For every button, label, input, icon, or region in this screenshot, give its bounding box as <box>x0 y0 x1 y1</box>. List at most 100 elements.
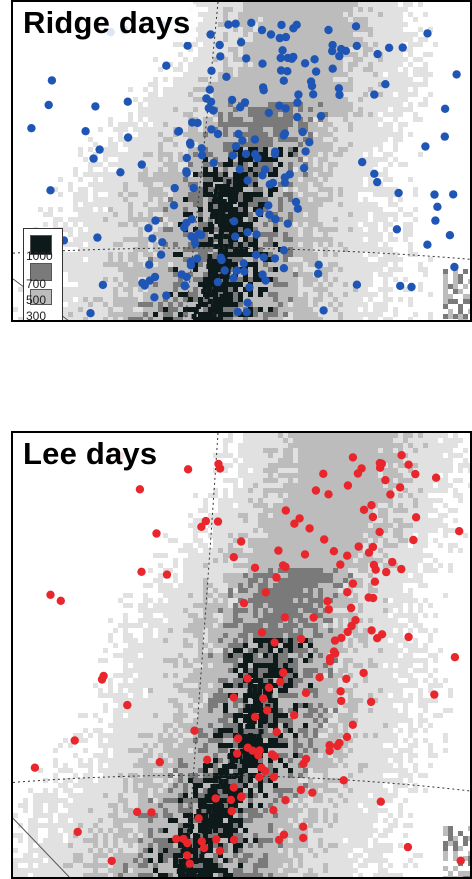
lee-station-dot <box>201 516 210 526</box>
lee-days-map <box>13 433 470 877</box>
lee-station-dot <box>325 746 334 756</box>
ridge-station-dot <box>351 22 361 31</box>
lee-station-dot <box>290 519 299 528</box>
ridge-station-dot <box>452 70 461 79</box>
lee-station-dot <box>335 738 344 748</box>
ridge-station-dot <box>205 85 214 94</box>
lee-frame-arc <box>13 817 70 877</box>
ridge-station-dot <box>265 210 274 219</box>
ridge-station-dot <box>180 282 190 291</box>
lee-station-dot <box>368 512 378 522</box>
ridge-station-dot <box>370 169 379 178</box>
ridge-station-dot <box>450 262 459 272</box>
ridge-station-dot <box>44 100 53 110</box>
lee-station-dot <box>369 560 379 570</box>
ridge-station-dot <box>328 64 337 73</box>
ridge-station-dot <box>247 18 256 27</box>
lee-station-dot <box>99 671 108 681</box>
lee-station-dot <box>237 792 246 801</box>
ridge-station-dot <box>313 269 323 278</box>
lee-station-dot <box>270 638 279 647</box>
ridge-station-dot <box>335 90 344 100</box>
lee-station-dot <box>431 473 441 482</box>
ridge-station-dot <box>305 138 314 147</box>
lee-station-dot <box>354 542 363 551</box>
lee-station-dot <box>404 632 413 642</box>
ridge-station-dot <box>279 246 289 255</box>
ridge-station-dot <box>281 32 291 42</box>
lee-station-dot <box>336 560 345 569</box>
ridge-station-dot <box>407 282 416 292</box>
ridge-station-dot <box>275 101 284 110</box>
ridge-station-dot <box>334 84 344 93</box>
ridge-station-dot <box>293 204 303 213</box>
lee-station-dot <box>107 856 116 866</box>
legend-swatch-700 <box>30 263 52 281</box>
lee-station-dot <box>386 490 395 499</box>
lee-station-dot <box>248 746 257 755</box>
ridge-station-dot <box>392 225 402 234</box>
lee-station-dot <box>397 564 406 574</box>
ridge-station-dot <box>202 94 211 103</box>
ridge-station-dot <box>266 30 276 39</box>
ridge-station-dot <box>370 90 379 99</box>
ridge-station-dot <box>258 171 267 180</box>
ridge-station-dot <box>220 266 229 275</box>
ridge-station-dot <box>137 160 146 169</box>
lee-station-dot <box>343 627 352 637</box>
ridge-station-dot <box>182 153 191 163</box>
ridge-station-dot <box>213 129 223 139</box>
ridge-station-dot <box>150 272 160 282</box>
ridge-station-dot <box>279 76 288 85</box>
ridge-station-dot <box>232 266 241 275</box>
lee-station-dot <box>281 562 290 572</box>
ridge-station-dot <box>259 86 268 95</box>
ridge-station-dot <box>138 278 147 288</box>
ridge-station-dot <box>156 250 166 259</box>
ridge-station-dot <box>440 104 450 114</box>
ridge-station-dot <box>236 103 245 112</box>
legend-label-700: 700 <box>26 277 47 291</box>
ridge-station-dot <box>311 67 321 76</box>
ridge-station-dot <box>314 260 323 269</box>
ridge-station-dot <box>231 19 240 28</box>
ridge-station-dot <box>252 230 261 239</box>
lee-station-dot <box>346 603 356 613</box>
lee-station-dot <box>342 674 351 683</box>
lee-station-dot <box>70 736 79 745</box>
ridge-station-dot <box>91 102 100 111</box>
lee-station-dot <box>300 550 310 559</box>
ridge-station-dot <box>224 20 233 29</box>
ridge-station-dot <box>215 40 224 50</box>
ridge-station-dot <box>255 208 264 217</box>
lee-station-dot <box>185 859 194 868</box>
ridge-station-dot <box>310 55 319 64</box>
lee-station-dot <box>395 483 405 492</box>
legend-label-300: 300 <box>26 309 47 322</box>
lee-station-dot <box>183 838 192 848</box>
ridge-station-dot <box>279 264 289 273</box>
lee-station-dot <box>137 567 146 576</box>
lee-station-dot <box>397 451 406 460</box>
lee-station-dot <box>325 657 335 666</box>
lee-station-dot <box>366 697 376 707</box>
lee-meridian-line <box>184 433 219 877</box>
ridge-station-dot <box>169 201 179 210</box>
lee-station-dot <box>190 726 199 735</box>
lee-station-dot <box>359 668 368 678</box>
lee-station-dot <box>450 653 460 662</box>
lee-station-dot <box>342 732 352 742</box>
lee-station-dot <box>276 677 285 687</box>
lee-station-dot <box>329 547 339 556</box>
ridge-station-dot <box>291 197 301 207</box>
lee-station-dot <box>403 842 413 852</box>
ridge-station-dot <box>299 163 309 173</box>
ridge-station-dot <box>239 259 248 268</box>
ridge-station-dot <box>421 142 430 151</box>
lee-station-dot <box>250 563 260 572</box>
lee-days-map-panel: Lee days <box>11 431 472 879</box>
ridge-station-dot <box>352 41 361 51</box>
lee-station-dot <box>455 527 464 536</box>
ridge-station-dot <box>95 145 104 154</box>
ridge-station-dot <box>197 230 206 240</box>
